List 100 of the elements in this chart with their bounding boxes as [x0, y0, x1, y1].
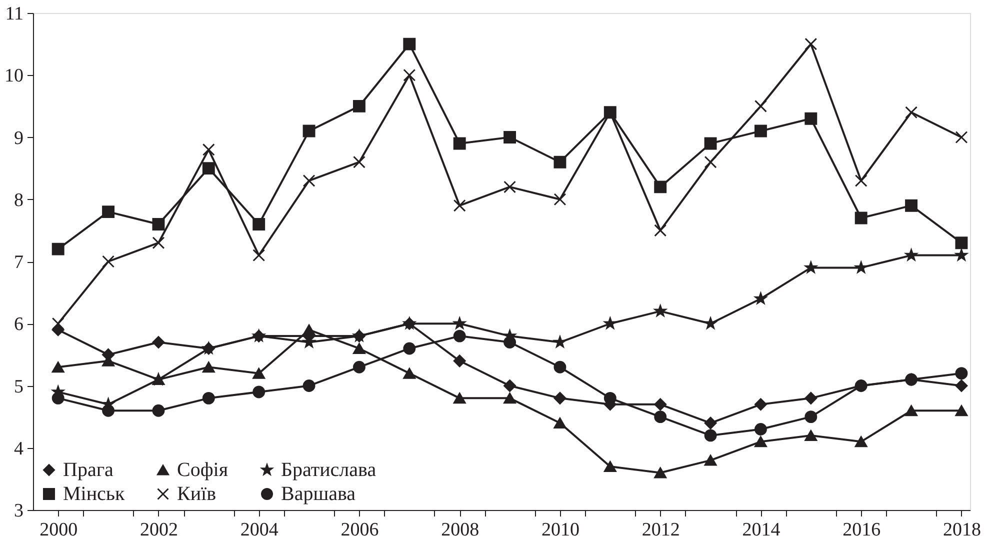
point [854, 174, 868, 187]
point [252, 249, 266, 262]
y-tick-label: 9 [14, 128, 24, 149]
point [252, 218, 266, 230]
x-tick-label: 2010 [541, 520, 580, 540]
point [804, 392, 818, 404]
point [403, 368, 416, 379]
point [905, 199, 918, 212]
point [704, 454, 717, 466]
point [152, 404, 165, 417]
point [504, 392, 516, 404]
point [453, 354, 466, 368]
point [252, 368, 266, 379]
y-tick-label: 5 [14, 376, 24, 398]
point [403, 68, 416, 82]
point [302, 380, 316, 392]
point [804, 410, 818, 424]
point [403, 38, 416, 50]
point [102, 206, 115, 218]
point [52, 317, 64, 330]
point [804, 38, 818, 50]
x-tick-label: 2012 [642, 520, 680, 540]
point [352, 100, 366, 112]
x-tick-label: 2014 [742, 520, 781, 540]
x-tick-label: 2016 [842, 520, 881, 540]
point [454, 317, 466, 329]
point [504, 336, 516, 348]
point [554, 193, 566, 206]
point [654, 467, 667, 478]
point [704, 416, 717, 430]
x-tick-label: 2006 [340, 520, 379, 540]
point [252, 386, 266, 398]
x-tick-label: 2008 [441, 520, 480, 540]
point [352, 342, 366, 354]
point [554, 392, 566, 404]
point [352, 360, 366, 374]
legend-label: Прага [63, 459, 114, 481]
point [202, 162, 215, 175]
point [804, 430, 818, 441]
point [955, 405, 968, 416]
point [905, 249, 918, 260]
point [754, 100, 767, 112]
legend-label: Братислава [281, 459, 376, 481]
point [302, 324, 316, 336]
point [302, 174, 316, 187]
point [955, 131, 968, 144]
point [604, 317, 616, 329]
point [554, 156, 566, 168]
point [52, 242, 64, 256]
point [152, 218, 165, 230]
point [453, 392, 466, 404]
point [604, 461, 616, 472]
point [202, 143, 215, 156]
point [854, 380, 868, 392]
point [202, 362, 215, 373]
point [754, 436, 767, 448]
y-tick-label: 4 [14, 438, 24, 460]
point [905, 106, 918, 119]
y-tick-label: 8 [14, 190, 24, 211]
point [905, 373, 918, 386]
point [453, 199, 466, 212]
point [754, 398, 767, 411]
point [504, 380, 516, 392]
point [956, 249, 968, 260]
point [302, 124, 316, 138]
legend-label: Софія [177, 459, 228, 481]
legend-label: Мінськ [63, 483, 126, 505]
point [52, 362, 64, 373]
point [654, 410, 667, 424]
point [352, 156, 366, 168]
y-tick-label: 3 [14, 500, 24, 522]
point [504, 180, 516, 194]
x-tick-label: 2000 [40, 520, 78, 540]
point [453, 137, 466, 150]
point [52, 392, 64, 404]
point [754, 423, 767, 436]
x-tick-label: 2002 [140, 520, 178, 540]
point [504, 131, 516, 144]
point [704, 429, 717, 442]
point [855, 261, 868, 273]
point [704, 137, 717, 150]
point [102, 255, 115, 268]
point [704, 317, 716, 329]
y-tick-label: 7 [14, 252, 24, 273]
point [202, 392, 215, 404]
point [403, 342, 416, 355]
point [152, 336, 165, 348]
legend-label: Варшава [281, 483, 356, 505]
point [704, 156, 717, 168]
legend-label: Київ [177, 483, 216, 505]
point [754, 124, 767, 138]
point [152, 236, 165, 250]
y-tick-label: 10 [4, 66, 24, 87]
x-tick-label: 2018 [942, 520, 981, 540]
point [854, 436, 868, 448]
point [955, 380, 968, 392]
point [854, 212, 868, 224]
point [654, 180, 667, 194]
point [905, 405, 918, 416]
x-tick-label: 2004 [240, 520, 279, 540]
